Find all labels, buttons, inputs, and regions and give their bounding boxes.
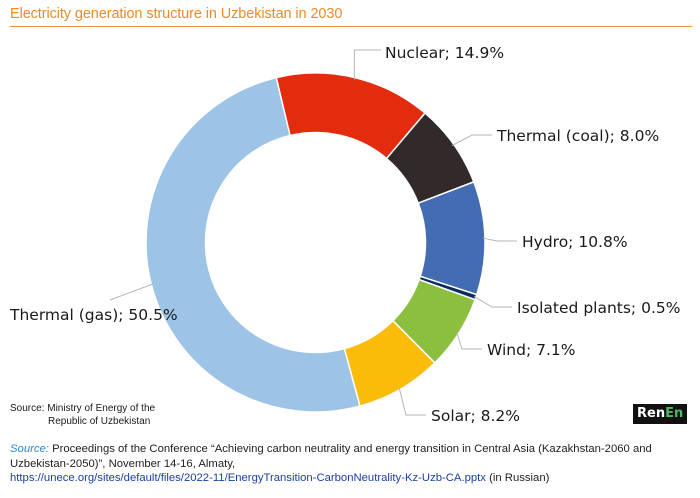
data-label-thermal-coal: Thermal (coal); 8.0%: [496, 127, 659, 145]
data-labels: Nuclear; 14.9% Thermal (coal); 8.0% Hydro;…: [9, 44, 680, 425]
data-label-wind: Wind; 7.1%: [487, 341, 575, 359]
leader-line-wind: [456, 332, 482, 350]
data-label-solar: Solar; 8.2%: [431, 407, 520, 425]
footer-text: Proceedings of the Conference “Achieving…: [10, 443, 652, 470]
leader-line-thermal-gas: [109, 283, 154, 301]
leader-line-nuclear: [353, 49, 381, 80]
leader-line-hydro: [482, 237, 517, 242]
leader-line-solar: [398, 387, 426, 416]
leader-line-thermal-coal: [451, 134, 492, 147]
footer-link[interactable]: https://unece.org/sites/default/files/20…: [10, 472, 486, 484]
title-underline: [10, 26, 692, 27]
source-note-line2: Republic of Uzbekistan: [48, 416, 151, 427]
logo-ren: Ren: [637, 406, 666, 421]
footer-citation: Source: Proceedings of the Conference “A…: [10, 442, 700, 486]
logo-en: En: [665, 406, 684, 421]
data-label-nuclear: Nuclear; 14.9%: [385, 44, 504, 62]
renen-logo: RenEn: [633, 404, 688, 424]
slice-hydro: [417, 180, 486, 296]
data-label-hydro: Hydro; 10.8%: [522, 233, 628, 251]
leader-line-isolated-plants: [473, 296, 512, 308]
leader-lines: [109, 49, 517, 416]
footer-suffix: (in Russian): [485, 472, 550, 484]
data-label-isolated-plants: Isolated plants; 0.5%: [517, 299, 680, 317]
chart-title: Electricity generation structure in Uzbe…: [10, 6, 343, 22]
data-label-thermal-gas: Thermal (gas); 50.5%: [9, 306, 178, 324]
source-note-line1: Source: Ministry of Energy of the: [10, 403, 156, 414]
donut-slices: [145, 72, 486, 413]
slice-thermal-gas: [145, 76, 361, 413]
footer-source-label: Source:: [10, 443, 49, 455]
source-note: Source: Ministry of Energy of the Republ…: [10, 402, 155, 428]
